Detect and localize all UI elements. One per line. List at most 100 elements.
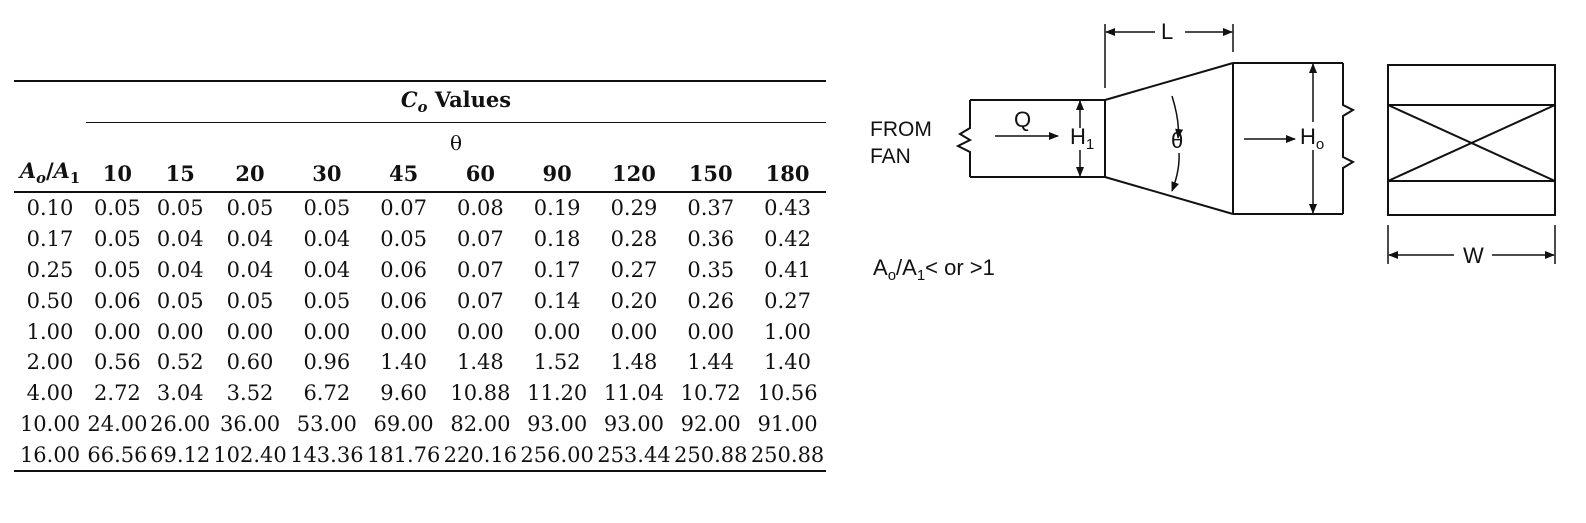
co-value-cell: 0.07 [380,196,427,221]
table-title-row: Co Values [14,81,826,123]
co-value-cell: 82.00 [450,411,511,436]
co-value-cell: 0.00 [610,319,658,344]
co-value-cell: 0.05 [303,288,351,313]
co-value-cell: 0.04 [226,227,274,252]
area-ratio-cell: 10.00 [19,411,81,436]
co-value-cell: 250.88 [750,442,825,467]
co-value-cell: 1.44 [687,350,735,375]
area-ratio-cell: 16.00 [19,442,81,467]
co-value-cell: 0.05 [156,288,204,313]
co-value-cell: 0.00 [533,319,581,344]
co-value-cell: 6.72 [303,381,351,406]
co-value-cell: 0.00 [94,319,141,344]
table-title-spacer [14,81,86,123]
co-value-cell: 0.00 [226,319,274,344]
co-value-cell: 1.48 [457,350,504,375]
co-value-cell: 10.88 [450,381,511,406]
co-value-cell: 0.96 [303,350,351,375]
co-value-cell: 11.20 [527,381,588,406]
theta-row: θ [14,123,826,156]
co-value-cell: 93.00 [603,411,665,436]
table-row: 0.17 0.05 0.04 0.04 0.04 0.05 0.07 0.18 0.28 0.36… [14,224,826,255]
angle-header: 150 [688,160,733,186]
theta-angle-label: θ [1171,128,1183,153]
angle-header: 20 [235,160,265,186]
co-value-cell: 220.16 [443,442,518,467]
section-cross-line-b [1387,104,1556,182]
area-ratio-header: Ao/A1 [19,158,81,188]
co-value-cell: 102.40 [213,442,287,467]
co-values-table-container: Co Values θ Ao/A1 10 15 20 30 45 60 90 120 150 18… [14,80,826,472]
from-label: FROM [870,118,932,141]
co-value-cell: 69.00 [373,411,434,436]
table-row: 1.00 0.00 0.00 0.00 0.00 0.00 0.00 0.00 0.00 0.00… [14,316,826,347]
co-value-cell: 0.05 [303,196,351,221]
area-ratio-cell: 1.00 [26,319,74,344]
co-value-cell: 0.52 [156,350,204,375]
co-value-cell: 0.18 [533,227,581,252]
co-value-cell: 1.00 [764,319,811,344]
outlet-break-line [1342,63,1356,214]
co-value-cell: 0.00 [457,319,504,344]
co-value-cell: 0.05 [226,196,274,221]
co-value-cell: 0.36 [687,227,735,252]
table-row: 4.00 2.72 3.04 3.52 6.72 9.60 10.88 11.20 11.04 1… [14,378,826,409]
co-value-cell: 0.27 [610,257,658,282]
angle-header: 30 [312,160,342,186]
table-row: 0.50 0.06 0.05 0.05 0.05 0.06 0.07 0.14 0.20 0.26… [14,285,826,316]
co-value-cell: 1.40 [764,350,811,375]
co-value-cell: 0.00 [687,319,735,344]
diagram-labels: FROM FAN Q H1 θ Ho L W Ao/A1< or >1 [870,19,1484,284]
transition-diagram: FROM FAN Q H1 θ Ho L W Ao/A1< or >1 [870,19,1556,284]
angle-header: 90 [542,160,572,186]
co-value-cell: 0.05 [94,196,141,221]
co-value-cell: 0.43 [764,196,811,221]
co-value-cell: 91.00 [757,411,818,436]
w-label: W [1463,243,1484,268]
theta-arc-bottom [1171,152,1180,192]
l-label: L [1161,19,1173,44]
co-value-cell: 3.04 [156,381,204,406]
co-value-cell: 69.12 [150,442,211,467]
theta-arc-top [1171,95,1184,139]
co-value-cell: 0.04 [156,227,204,252]
co-value-cell: 26.00 [150,411,211,436]
co-value-cell: 0.04 [303,257,351,282]
table-row: 2.00 0.56 0.52 0.60 0.96 1.40 1.48 1.52 1.48 1.44… [14,347,826,378]
dimension-lines [995,24,1556,264]
co-value-cell: 256.00 [520,442,594,467]
fan-label: FAN [870,145,911,168]
angle-header: 60 [465,160,495,186]
co-value-cell: 1.48 [610,350,658,375]
co-value-cell: 92.00 [680,411,741,436]
co-value-cell: 253.44 [597,442,671,467]
co-value-cell: 0.27 [764,288,811,313]
area-ratio-note: Ao/A1< or >1 [873,255,995,284]
angle-header: 10 [102,160,133,186]
area-ratio-cell: 0.25 [26,257,74,282]
co-value-cell: 0.37 [687,196,735,221]
co-values-table: Co Values θ Ao/A1 10 15 20 30 45 60 90 120 150 18… [14,80,826,472]
co-value-cell: 3.52 [226,381,274,406]
co-value-cell: 1.52 [533,350,581,375]
co-value-cell: 181.76 [366,442,441,467]
co-value-cell: 143.36 [290,442,364,467]
co-value-cell: 36.00 [219,411,281,436]
co-value-cell: 10.72 [680,381,741,406]
theta-spacer [14,123,86,156]
inlet-break-line [955,100,973,177]
co-value-cell: 10.56 [757,381,818,406]
co-value-cell: 0.20 [610,288,658,313]
table-row: 0.10 0.05 0.05 0.05 0.05 0.07 0.08 0.19 0.29 0.37… [14,192,826,224]
co-value-cell: 0.08 [457,196,504,221]
co-value-cell: 0.05 [94,257,141,282]
column-header-row: Ao/A1 10 15 20 30 45 60 90 120 150 180 [14,155,826,192]
transition-top-edge [1104,62,1234,101]
co-value-cell: 0.05 [380,227,427,252]
co-value-cell: 0.04 [303,227,351,252]
angle-header: 180 [765,160,810,186]
co-value-cell: 11.04 [603,381,665,406]
co-value-cell: 0.28 [610,227,658,252]
co-value-cell: 0.19 [533,196,581,221]
co-value-cell: 0.05 [94,227,141,252]
